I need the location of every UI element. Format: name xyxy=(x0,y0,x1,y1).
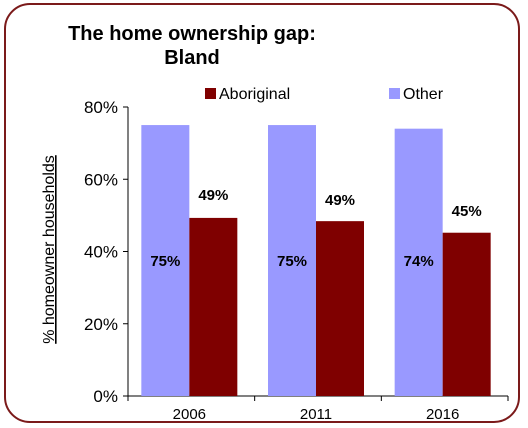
y-axis-label: % homeowner households xyxy=(41,155,58,344)
legend-label-other: Other xyxy=(403,86,444,103)
legend-swatch-aboriginal xyxy=(205,88,216,99)
bar-aboriginal-2016 xyxy=(442,232,491,396)
x-tick-label: 2011 xyxy=(300,406,332,423)
bar-other-2006 xyxy=(141,125,190,396)
y-tick-label: 0% xyxy=(93,387,118,406)
bar-aboriginal-2011 xyxy=(316,221,364,396)
chart-title-line-2: Bland xyxy=(164,47,220,69)
x-tick-label: 2016 xyxy=(426,406,459,423)
y-tick-label: 20% xyxy=(84,315,118,334)
data-label-aboriginal-2016: 45% xyxy=(452,203,482,220)
data-label-other-2011: 75% xyxy=(277,253,307,270)
data-label-aboriginal-2011: 49% xyxy=(325,192,355,209)
y-tick-label: 80% xyxy=(84,98,118,117)
bar-other-2016 xyxy=(394,128,443,397)
x-tick-label: 2006 xyxy=(173,406,206,423)
chart-title-line-1: The home ownership gap: xyxy=(68,23,316,45)
legend-label-aboriginal: Aboriginal xyxy=(219,86,290,103)
y-tick-label: 60% xyxy=(84,170,118,189)
chart-title: The home ownership gap: Bland xyxy=(32,22,352,70)
data-label-aboriginal-2006: 49% xyxy=(198,187,228,204)
data-label-other-2016: 74% xyxy=(404,253,434,270)
bar-other-2011 xyxy=(268,125,316,396)
bar-aboriginal-2006 xyxy=(189,217,238,396)
legend-swatch-other xyxy=(389,88,400,99)
data-label-other-2006: 75% xyxy=(150,253,180,270)
y-tick-label: 40% xyxy=(84,243,118,262)
